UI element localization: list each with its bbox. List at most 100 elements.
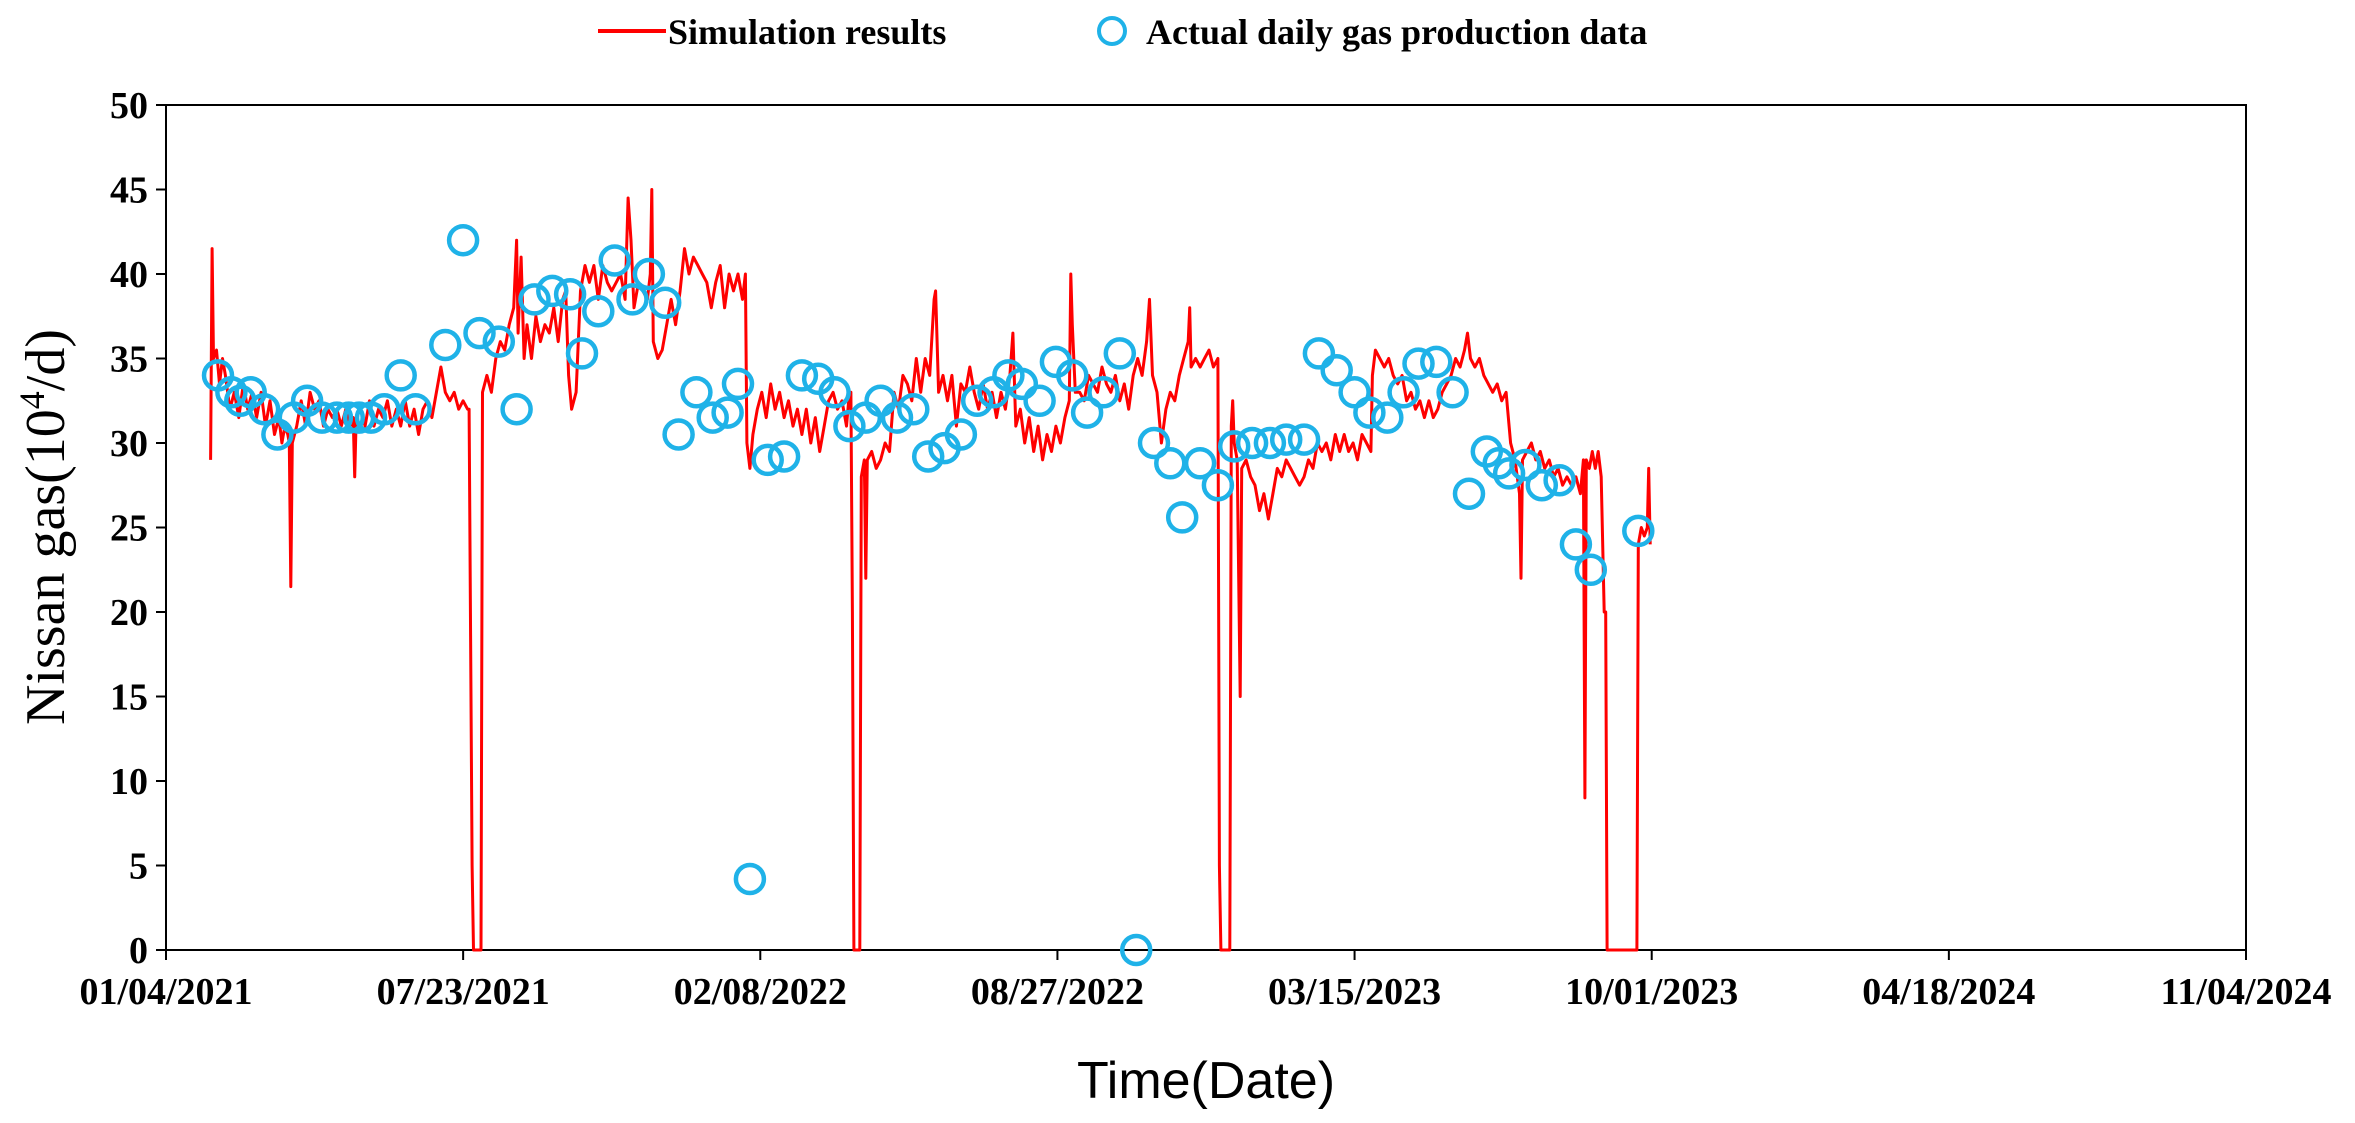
- actual-data-point: [247, 392, 281, 426]
- actual-data-point: [733, 862, 767, 896]
- actual-data-point: [565, 337, 599, 370]
- x-axis-ticks: 01/04/2021 07/23/2021 02/08/2022 08/27/2022…: [79, 950, 2332, 1013]
- actual-data-point: [518, 283, 551, 316]
- actual-data-point: [880, 401, 914, 434]
- actual-data-point: [1387, 376, 1420, 409]
- actual-data-point: [553, 278, 587, 311]
- actual-data-point: [1056, 359, 1089, 392]
- y-tick-label: 35: [110, 339, 148, 381]
- actual-data-point: [849, 401, 883, 434]
- actual-data-point: [751, 443, 784, 477]
- actual-data-point: [463, 316, 496, 350]
- actual-data-point: [1622, 514, 1655, 548]
- actual-data-point: [1302, 337, 1336, 370]
- actual-data-point: [429, 328, 462, 362]
- actual-data-point: [833, 409, 866, 443]
- actual-data-point: [864, 384, 897, 418]
- actual-data-point: [1269, 423, 1303, 456]
- actual-data-point: [1154, 447, 1187, 480]
- y-tick-label: 0: [129, 930, 148, 972]
- actual-data-point: [897, 392, 930, 426]
- y-tick-label: 40: [110, 254, 148, 296]
- actual-data-point: [818, 376, 851, 409]
- actual-data-point: [1287, 423, 1321, 456]
- actual-data-point: [711, 396, 744, 429]
- actual-data-point: [632, 257, 666, 291]
- actual-data-point: [261, 418, 294, 451]
- actual-data-point: [767, 440, 801, 473]
- actual-data-point: [1559, 528, 1593, 561]
- actual-data-point: [500, 392, 533, 426]
- actual-data-point: [960, 384, 994, 418]
- actual-data-point: [536, 274, 569, 308]
- x-tick-label: 11/04/2024: [2160, 971, 2331, 1013]
- actual-data-point: [1353, 396, 1386, 429]
- actual-data-point: [320, 401, 354, 434]
- actual-data-point: [1137, 426, 1171, 460]
- x-tick-label: 08/27/2022: [971, 971, 1144, 1013]
- actual-data-point: [1492, 457, 1526, 490]
- actual-data-point: [399, 392, 432, 426]
- x-axis-label: Time(Date): [1077, 1052, 1335, 1110]
- actual-data-point: [1371, 401, 1404, 434]
- y-tick-label: 45: [110, 170, 148, 212]
- y-tick-label: 15: [110, 677, 148, 719]
- actual-data-point: [1402, 347, 1435, 380]
- actual-data-point: [1525, 468, 1559, 502]
- actual-data-point: [721, 367, 755, 401]
- y-tick-label: 50: [110, 85, 148, 127]
- actual-data-point: [1253, 426, 1287, 460]
- y-tick-label: 10: [110, 761, 148, 803]
- y-axis-label-superscript: 4: [12, 391, 52, 409]
- legend-label-simulation: Simulation results: [668, 12, 946, 52]
- actual-data-point: [944, 418, 978, 451]
- x-tick-label: 07/23/2021: [377, 971, 550, 1013]
- actual-data-point: [1070, 396, 1104, 429]
- actual-data-point: [1217, 430, 1251, 463]
- actual-data-point: [332, 401, 365, 434]
- actual-data-point: [1023, 384, 1056, 418]
- x-tick-label: 10/01/2023: [1565, 971, 1738, 1013]
- y-tick-label: 30: [110, 423, 148, 465]
- actual-data-point: [215, 376, 248, 409]
- actual-data-point: [662, 418, 695, 451]
- actual-data-point: [446, 223, 480, 257]
- actual-data-point: [1165, 501, 1199, 534]
- actual-data-point: [1509, 448, 1542, 482]
- actual-data-point: [1543, 463, 1576, 497]
- legend-circle-marker: [1097, 16, 1127, 46]
- actual-data-point: [616, 283, 649, 316]
- simulation-results-line: [209, 188, 1652, 952]
- y-tick-label: 25: [110, 508, 148, 550]
- actual-data-point: [1183, 447, 1217, 480]
- actual-data-point: [1103, 337, 1137, 370]
- y-axis-label-main: Nissan gas(10: [15, 409, 77, 725]
- x-tick-label: 01/04/2021: [79, 971, 252, 1013]
- actual-data-point: [1201, 468, 1235, 502]
- actual-data-point: [598, 244, 631, 277]
- actual-data-point: [785, 359, 819, 392]
- actual-data-point: [648, 286, 682, 319]
- actual-data-point: [384, 359, 417, 392]
- y-tick-label: 20: [110, 592, 148, 634]
- series-layer: [201, 188, 1655, 967]
- y-tick-label: 5: [129, 846, 148, 888]
- legend-label-actual: Actual daily gas production data: [1146, 12, 1647, 52]
- x-tick-label: 03/15/2023: [1268, 971, 1441, 1013]
- x-tick-label: 04/18/2024: [1862, 971, 2035, 1013]
- actual-data-point: [1338, 376, 1371, 409]
- actual-data-point: [582, 294, 615, 328]
- actual-data-point: [1087, 376, 1120, 409]
- y-axis-label: Nissan gas(104/d): [12, 329, 77, 725]
- y-axis-ticks: 0 5 10 15 20 25 30 35 40 45 50: [110, 85, 166, 972]
- y-axis-label-tail: /d): [15, 329, 77, 391]
- actual-data-point: [1320, 354, 1353, 387]
- actual-data-point: [911, 440, 945, 473]
- actual-data-point: [1420, 345, 1453, 379]
- actual-data-point: [1235, 426, 1269, 460]
- actual-data-point: [1436, 376, 1469, 409]
- actual-data-point: [1452, 477, 1486, 510]
- actual-data-point: [1119, 933, 1153, 967]
- actual-data-point: [696, 401, 729, 434]
